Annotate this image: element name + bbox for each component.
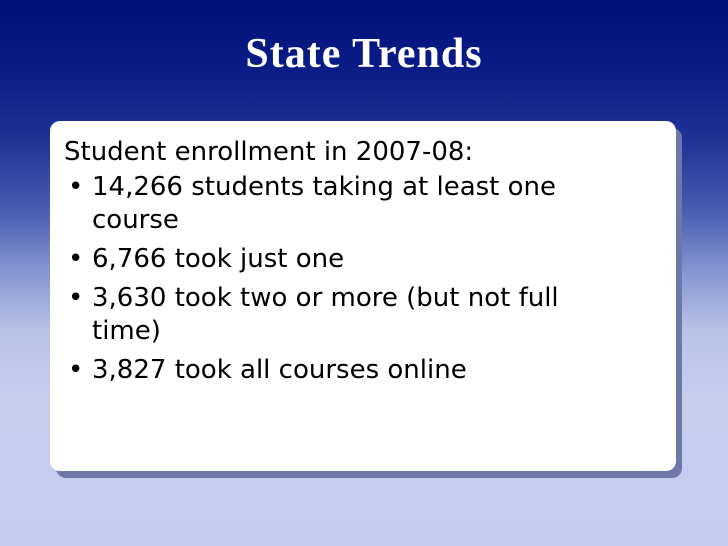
bullet-item: • 6,766 took just one [64,243,632,276]
bullet-icon: • [68,355,84,385]
bullet-icon: • [68,244,84,274]
content-card: Student enrollment in 2007-08: • 14,266 … [50,121,676,471]
bullet-item: • 3,630 took two or more (but not full t… [64,282,632,348]
bullet-list: • 14,266 students taking at least one co… [64,171,664,387]
slide-title: State Trends [245,31,483,77]
bullet-text: 3,827 took all courses online [92,355,467,385]
bullet-text: 3,630 took two or more (but not full tim… [92,283,559,346]
bullet-icon: • [68,283,84,313]
bullet-item: • 3,827 took all courses online [64,354,632,387]
bullet-text: 6,766 took just one [92,244,345,274]
bullet-text: 14,266 students taking at least one cour… [92,172,557,235]
bullet-icon: • [68,172,84,202]
bullet-item: • 14,266 students taking at least one co… [64,171,632,237]
intro-text: Student enrollment in 2007-08: [64,137,474,167]
